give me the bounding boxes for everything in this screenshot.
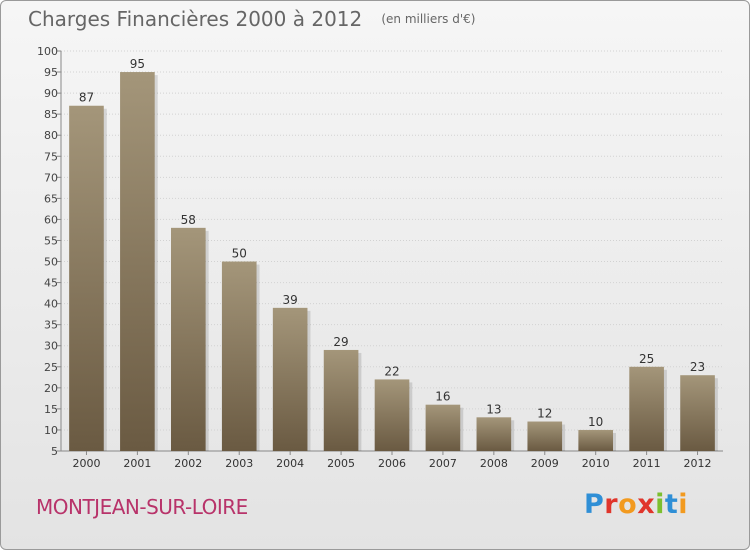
x-tick-label: 2001 xyxy=(123,457,151,470)
data-label: 23 xyxy=(690,360,705,374)
y-tick-label: 75 xyxy=(44,150,58,163)
bar-2005 xyxy=(323,349,359,451)
y-tick-label: 85 xyxy=(44,108,58,121)
bar-2002 xyxy=(170,227,206,451)
data-label: 58 xyxy=(181,213,196,227)
y-tick-label: 20 xyxy=(44,382,58,395)
brand-letter: t xyxy=(664,489,679,520)
data-label: 29 xyxy=(333,335,348,349)
data-label: 16 xyxy=(435,390,450,404)
chart-subtitle: (en milliers d'€) xyxy=(381,12,476,26)
brand-letter: P xyxy=(584,489,605,520)
x-tick-label: 2003 xyxy=(225,457,253,470)
y-tick-label: 5 xyxy=(51,445,58,458)
brand-logo: Proxiti xyxy=(584,489,688,520)
y-tick-label: 30 xyxy=(44,340,58,353)
data-label: 50 xyxy=(232,247,247,261)
y-tick-label: 25 xyxy=(44,361,58,374)
labels: 5 10 15 20 25 30 35 40 45 50 55 60 65 70 75 80 85 90 95 100… xyxy=(37,45,712,470)
y-tick-label: 95 xyxy=(44,66,58,79)
y-tick-label: 15 xyxy=(44,403,58,416)
x-tick-label: 2012 xyxy=(684,457,712,470)
brand-letter: r xyxy=(604,489,619,520)
bar-2010 xyxy=(578,429,614,451)
x-tick-label: 2010 xyxy=(582,457,610,470)
bar-2011 xyxy=(629,366,664,451)
x-tick-label: 2002 xyxy=(174,457,202,470)
data-label: 22 xyxy=(384,364,399,378)
bar-2012 xyxy=(680,375,715,451)
y-tick-label: 40 xyxy=(44,298,58,311)
y-tick-label: 65 xyxy=(44,192,58,205)
data-label: 12 xyxy=(537,407,552,421)
x-tick-label: 2004 xyxy=(276,457,304,470)
x-tick-label: 2008 xyxy=(480,457,508,470)
data-label: 10 xyxy=(588,415,603,429)
y-tick-label: 45 xyxy=(44,277,58,290)
bar-2008 xyxy=(476,417,512,451)
brand-letter: i xyxy=(678,489,689,520)
brand-letter: o xyxy=(618,489,638,520)
y-tick-label: 35 xyxy=(44,319,58,332)
bar-2003 xyxy=(221,261,257,451)
y-tick-label: 80 xyxy=(44,129,58,142)
data-label: 95 xyxy=(130,57,145,71)
bar-2007 xyxy=(425,404,461,451)
data-label: 13 xyxy=(486,402,501,416)
x-tick-label: 2007 xyxy=(429,457,457,470)
x-tick-label: 2006 xyxy=(378,457,406,470)
bar-2001 xyxy=(120,72,155,451)
y-tick-label: 70 xyxy=(44,171,58,184)
y-tick-label: 90 xyxy=(44,87,58,100)
bars xyxy=(69,72,718,451)
data-label: 39 xyxy=(283,293,298,307)
x-tick-label: 2000 xyxy=(72,457,100,470)
commune-name: MONTJEAN-SUR-LOIRE xyxy=(36,495,248,519)
y-tick-label: 10 xyxy=(44,424,58,437)
title-row: Charges Financières 2000 à 2012 (en mill… xyxy=(28,7,475,31)
brand-letter: i xyxy=(655,489,665,520)
chart-title: Charges Financières 2000 à 2012 xyxy=(28,7,363,31)
y-tick-label: 60 xyxy=(44,213,58,226)
x-tick-label: 2009 xyxy=(531,457,559,470)
bar-2004 xyxy=(272,307,308,451)
data-label: 87 xyxy=(79,91,94,105)
bar-2000 xyxy=(69,105,104,451)
brand-letter: x xyxy=(637,489,656,520)
y-tick-label: 55 xyxy=(44,234,58,247)
bar-2006 xyxy=(374,379,410,451)
x-tick-label: 2011 xyxy=(633,457,661,470)
bar-2009 xyxy=(527,421,563,451)
data-label: 25 xyxy=(639,352,654,366)
y-tick-label: 50 xyxy=(44,256,58,269)
y-tick-label: 100 xyxy=(37,45,58,58)
x-tick-label: 2005 xyxy=(327,457,355,470)
